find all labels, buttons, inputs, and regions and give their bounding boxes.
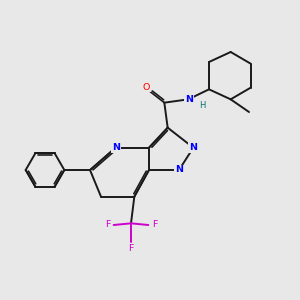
Text: H: H <box>199 101 206 110</box>
Text: O: O <box>143 82 150 91</box>
Text: F: F <box>152 220 157 229</box>
Text: N: N <box>112 143 120 152</box>
Text: F: F <box>128 244 134 253</box>
Text: F: F <box>105 220 110 229</box>
Text: N: N <box>189 143 197 152</box>
Text: N: N <box>185 95 193 104</box>
Text: N: N <box>175 166 183 175</box>
